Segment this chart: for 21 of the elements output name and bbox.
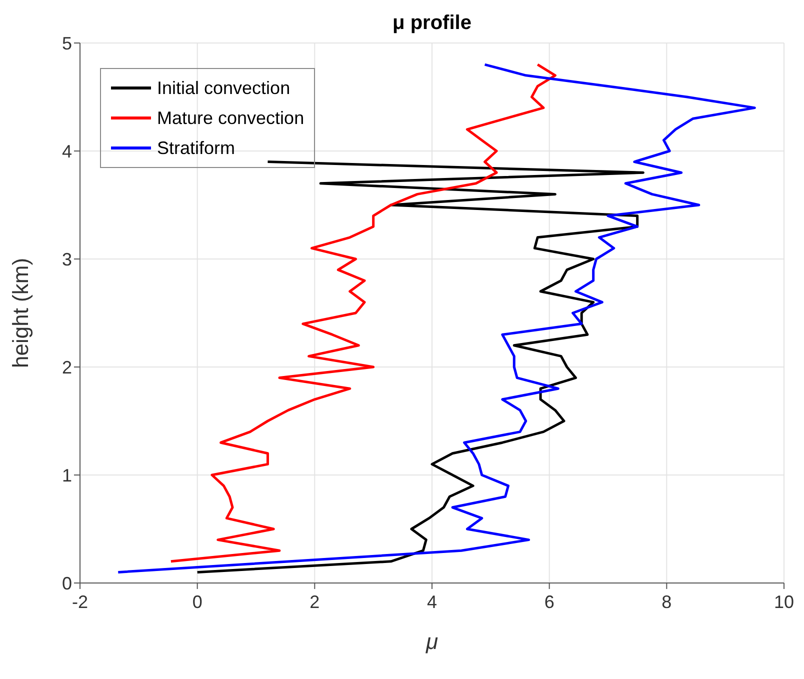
y-tick-label: 4 (62, 141, 72, 162)
legend-label: Stratiform (157, 137, 236, 160)
line-series (196, 160, 644, 574)
y-tick-label: 3 (62, 249, 72, 270)
y-tick-label: 5 (62, 33, 72, 54)
x-tick-label: 6 (544, 592, 554, 612)
x-axis-title: μ (424, 629, 438, 654)
y-axis-title: height (km) (8, 258, 33, 368)
y-tick-label: 2 (62, 357, 72, 378)
line-series (116, 63, 756, 574)
legend-label: Initial convection (157, 77, 290, 100)
legend-label: Mature convection (157, 107, 304, 130)
chart-title: μ profile (392, 12, 472, 35)
x-tick-label: 8 (662, 592, 672, 612)
x-tick-label: 2 (310, 592, 320, 612)
x-tick-label: 10 (774, 592, 794, 612)
y-tick-label: 1 (62, 465, 72, 486)
x-tick-label: 0 (192, 592, 202, 612)
x-tick-label: -2 (72, 592, 88, 612)
y-tick-label: 0 (62, 573, 72, 594)
x-tick-label: 4 (426, 592, 438, 612)
